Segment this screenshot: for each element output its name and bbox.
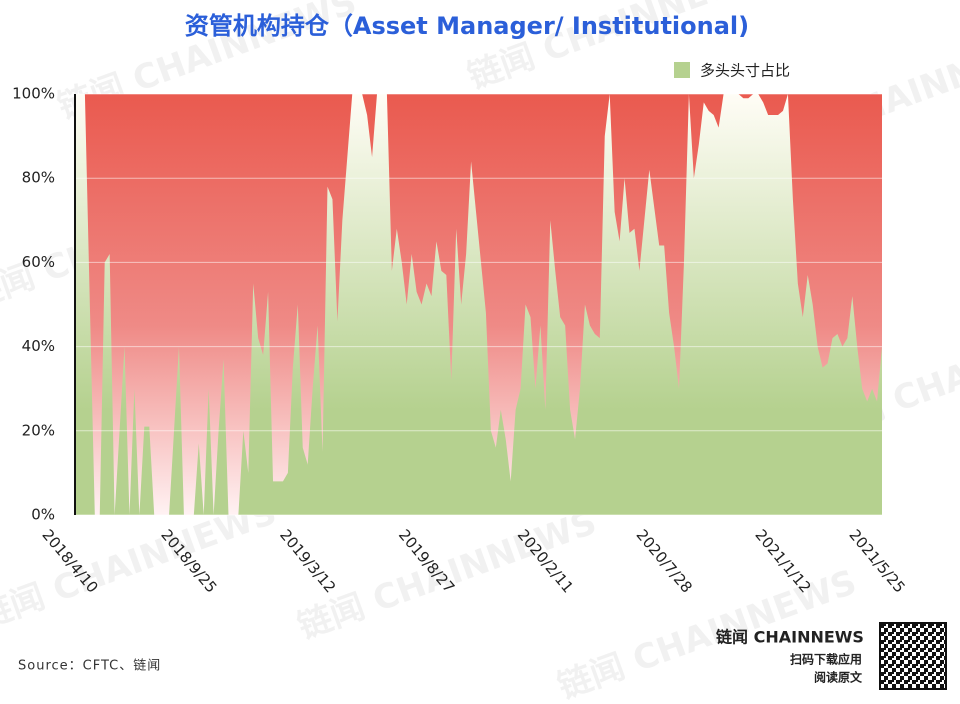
chart-title: 资管机构持仓（Asset Manager/ Institutional) bbox=[185, 12, 749, 40]
brand-line: 阅读原文 bbox=[814, 670, 863, 685]
plot bbox=[75, 93, 882, 516]
y-tick-label: 0% bbox=[31, 506, 55, 524]
y-tick-label: 100% bbox=[12, 85, 55, 103]
area bbox=[75, 94, 882, 515]
y-tick-label: 60% bbox=[22, 253, 55, 271]
brand-name: 链闻 CHAINNEWS bbox=[716, 628, 864, 647]
x-tick-label: 2019/3/12 bbox=[276, 526, 339, 596]
y-tick-label: 20% bbox=[22, 421, 55, 439]
y-tick-label: 80% bbox=[22, 169, 55, 187]
legend-label: 多头头寸占比 bbox=[700, 62, 790, 80]
x-tick-label: 2020/7/28 bbox=[633, 526, 696, 596]
source: Source：CFTC、链闻 bbox=[18, 659, 161, 674]
y-tick-label: 40% bbox=[22, 337, 55, 355]
qr-code bbox=[879, 622, 947, 690]
legend-swatch bbox=[674, 62, 690, 78]
brand-line: 扫码下载应用 bbox=[790, 652, 862, 667]
